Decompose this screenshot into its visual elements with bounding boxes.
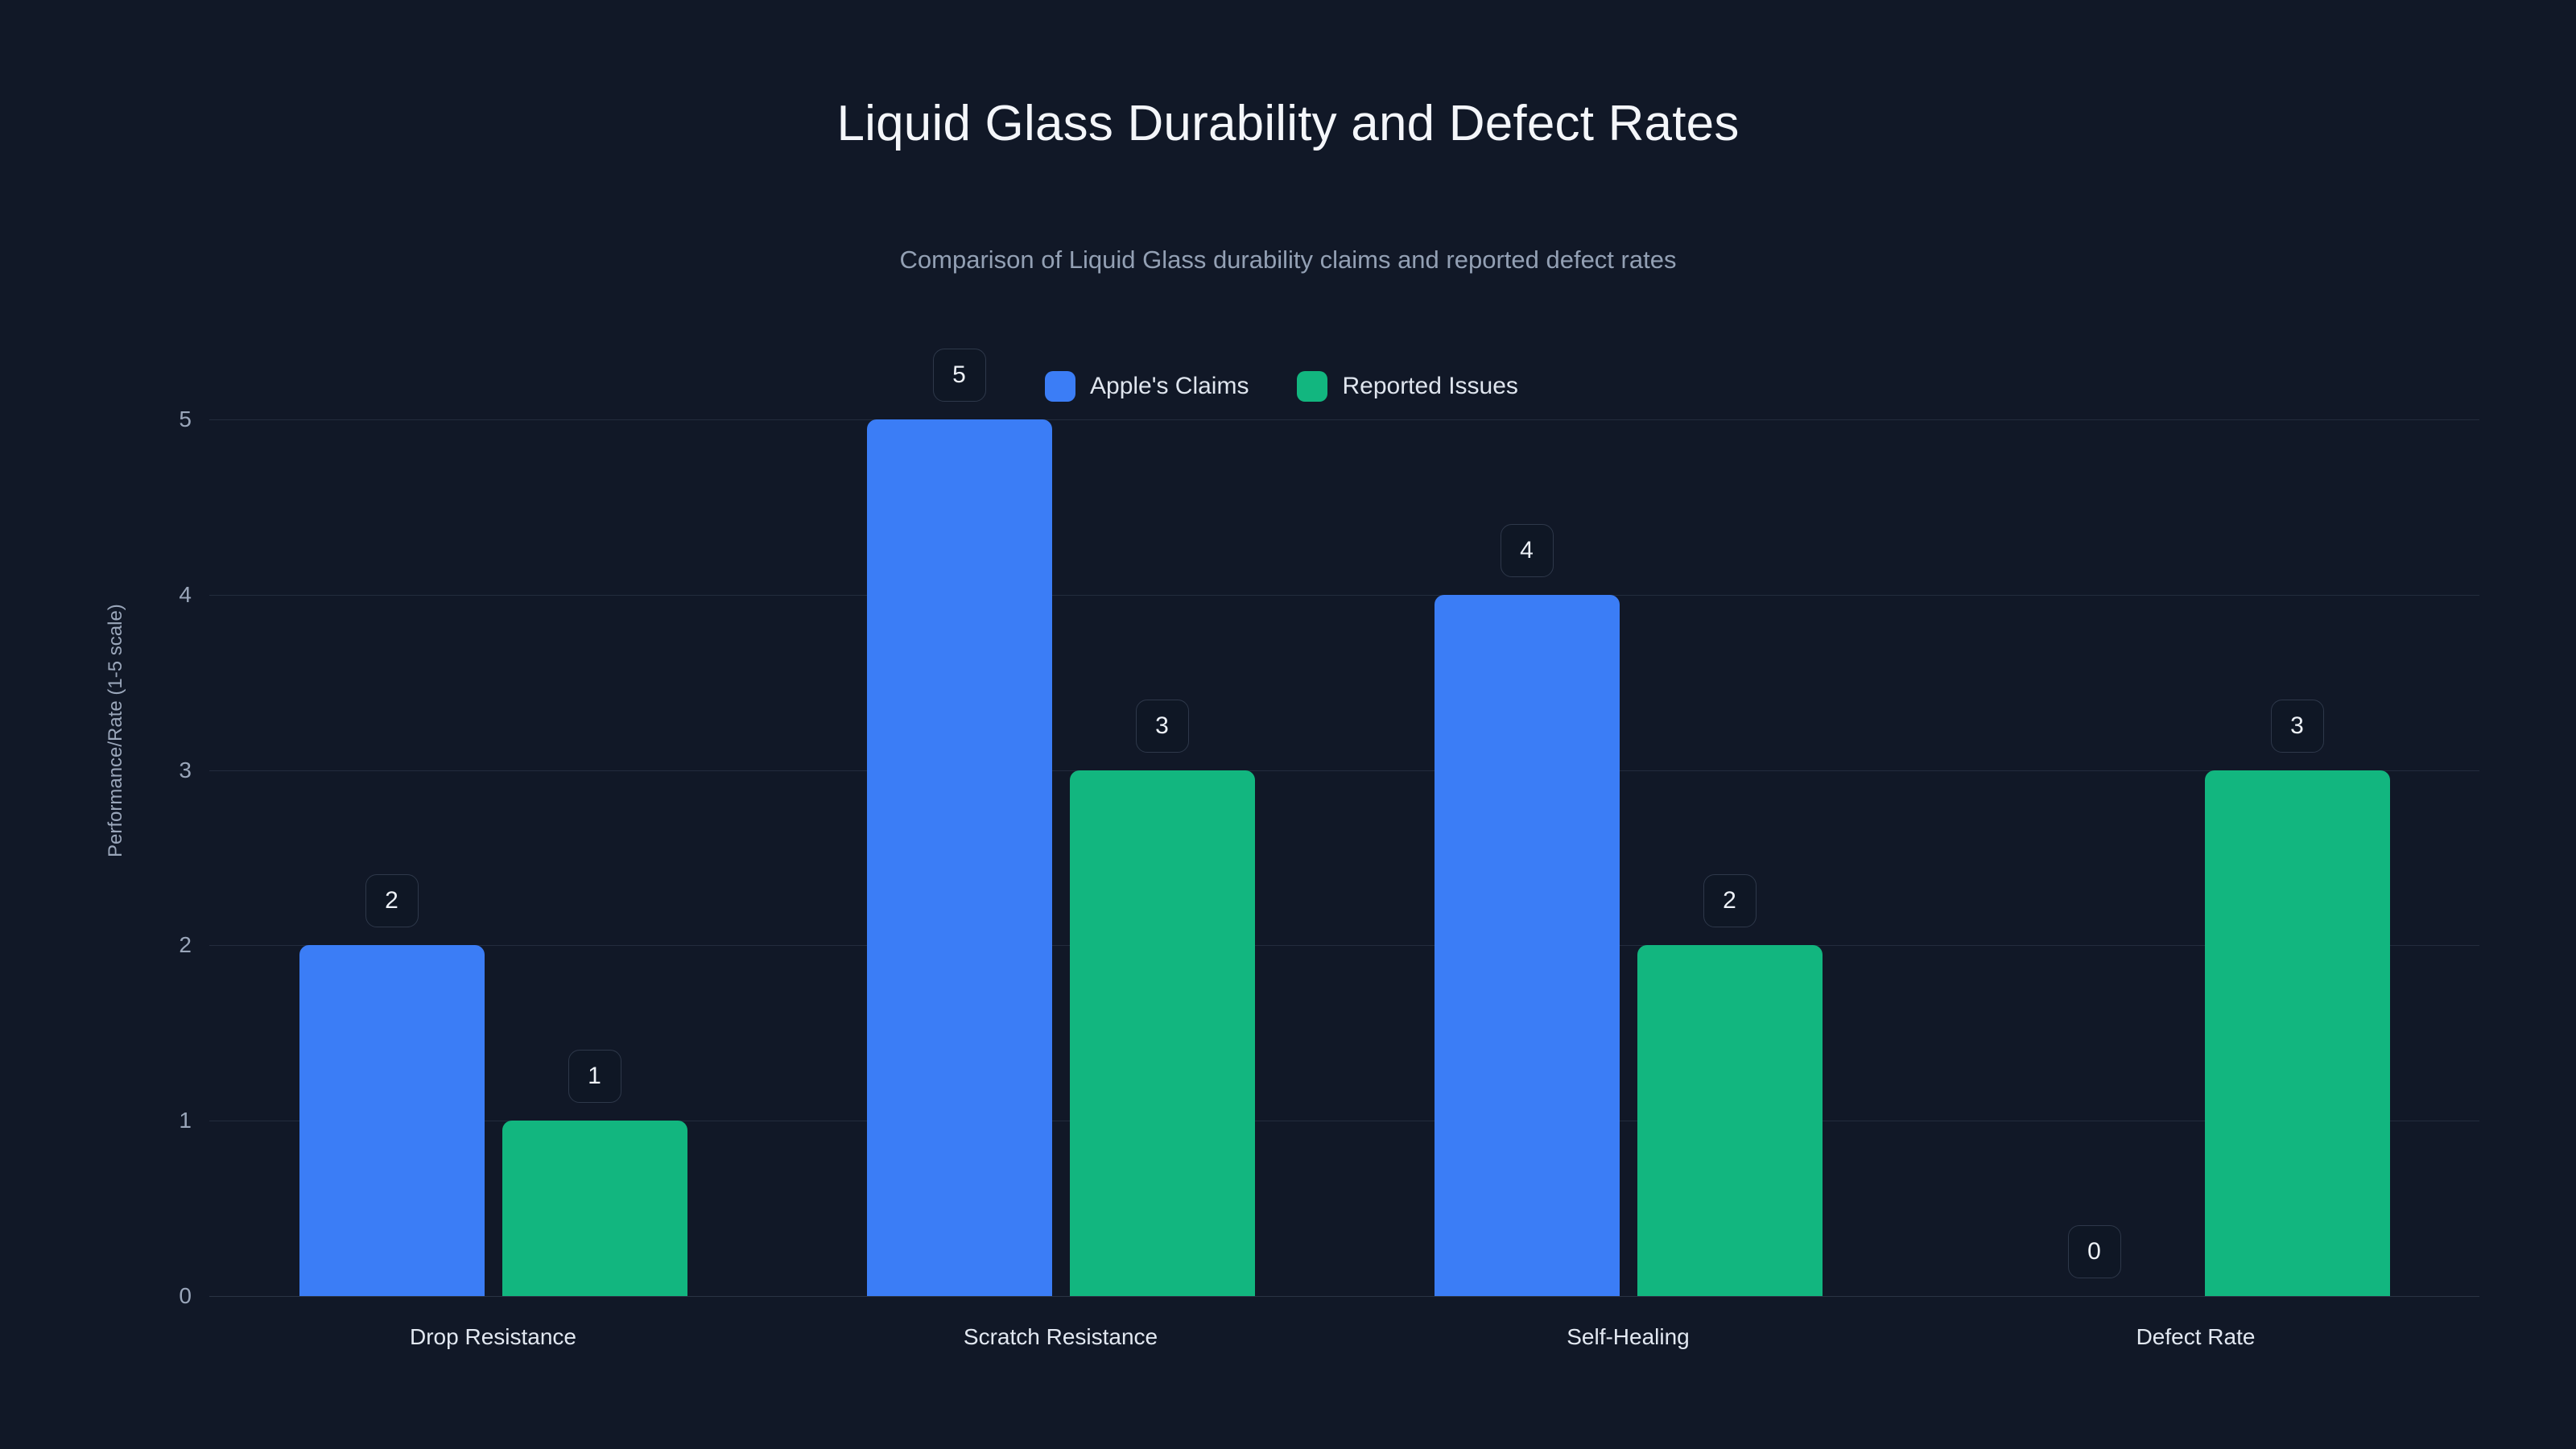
y-tick-label-3: 3 [179, 757, 192, 782]
gridline-2 [209, 945, 2479, 947]
y-tick-label-5: 5 [179, 407, 192, 431]
gridline-4 [209, 594, 2479, 596]
bar-value-badge: 2 [1703, 874, 1757, 928]
plot-area [209, 419, 2479, 1297]
gridline-5 [209, 419, 2479, 420]
legend-swatch-icon [1045, 371, 1075, 402]
legend-label: Reported Issues [1342, 373, 1518, 399]
bar[interactable] [1069, 770, 1255, 1296]
chart-subtitle: Comparison of Liquid Glass durability cl… [899, 246, 1677, 274]
bar-value-badge: 3 [2270, 699, 2324, 753]
y-tick-label-1: 1 [179, 1108, 192, 1133]
bar-value-badge: 3 [1135, 699, 1189, 753]
bar[interactable] [2204, 770, 2390, 1296]
bar[interactable] [866, 419, 1052, 1296]
bar[interactable] [1434, 594, 1620, 1296]
bar-value-badge: 4 [1500, 523, 1554, 577]
bar[interactable] [502, 1121, 687, 1296]
y-tick-label-2: 2 [179, 932, 192, 958]
bar-value-badge: 1 [568, 1050, 621, 1104]
gridline-3 [209, 770, 2479, 771]
y-tick-label-4: 4 [179, 581, 192, 607]
chart-title: Liquid Glass Durability and Defect Rates [836, 96, 1740, 151]
bar-value-badge: 0 [2067, 1225, 2121, 1278]
x-axis-label: Self-Healing [1567, 1324, 1690, 1349]
x-axis-label: Defect Rate [2136, 1324, 2256, 1349]
bar-value-badge: 5 [932, 349, 986, 402]
legend-swatch-icon [1297, 371, 1328, 402]
bar[interactable] [299, 945, 485, 1296]
legend-item-1[interactable]: Reported Issues [1297, 371, 1518, 402]
chart-legend: Apple's Claims Reported Issues [1045, 370, 1518, 402]
legend-label: Apple's Claims [1090, 373, 1249, 399]
bar[interactable] [1637, 945, 1823, 1296]
x-axis-label: Scratch Resistance [963, 1324, 1158, 1349]
y-tick-label-0: 0 [179, 1283, 192, 1308]
gridline-0 [209, 1296, 2479, 1297]
x-axis-label: Drop Resistance [410, 1324, 576, 1349]
legend-item-0[interactable]: Apple's Claims [1045, 371, 1249, 402]
bar-value-badge: 2 [365, 874, 419, 928]
y-axis-title: Performance/Rate (1-5 scale) [105, 604, 126, 857]
